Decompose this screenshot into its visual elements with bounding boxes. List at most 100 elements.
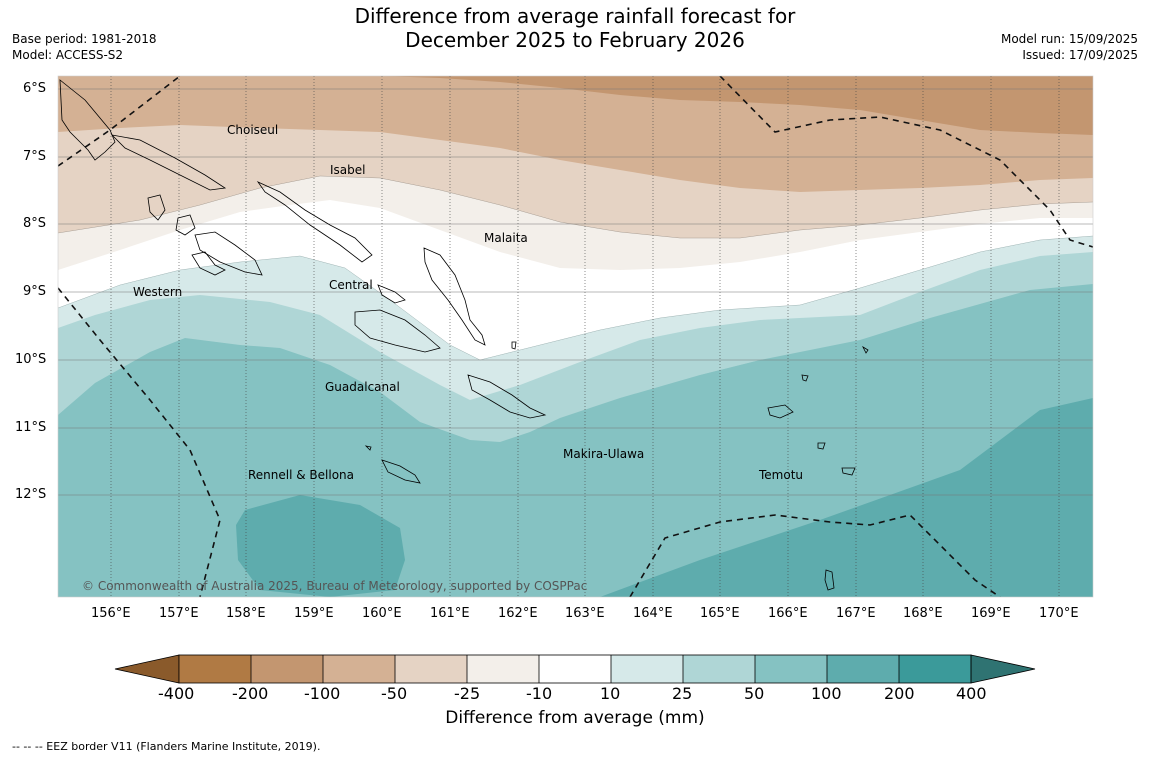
colorbar-bin-10 — [827, 655, 899, 683]
meta-left: Base period: 1981-2018 Model: ACCESS-S2 — [12, 31, 157, 63]
legend-tick-5: -10 — [526, 684, 553, 703]
lon-tick-166e: 166°E — [768, 606, 808, 621]
legend-tick-1: -200 — [232, 684, 269, 703]
lon-tick-168e: 168°E — [903, 606, 943, 621]
lon-tick-159e: 159°E — [294, 606, 334, 621]
forecast-bands — [58, 76, 1093, 597]
lat-tick-7s: 7°S — [23, 149, 47, 164]
colorbar — [114, 654, 1036, 684]
temotu-islet-5 — [862, 345, 869, 354]
lon-tick-170e: 170°E — [1039, 606, 1079, 621]
contour-b — [58, 235, 1093, 361]
lat-tick-6s: 6°S — [23, 81, 47, 96]
lat-tick-8s: 8°S — [23, 216, 47, 231]
western-island-3 — [191, 251, 226, 276]
model-name: Model: ACCESS-S2 — [12, 48, 124, 62]
lon-tick-165e: 165°E — [700, 606, 740, 621]
lat-tick-10s: 10°S — [15, 352, 47, 367]
colorbar-bin-3 — [323, 655, 395, 683]
malaita-island — [423, 247, 486, 346]
lon-tick-169e: 169°E — [971, 606, 1011, 621]
eez-footnote: -- -- -- EEZ border V11 (Flanders Marine… — [12, 740, 321, 753]
model-run: Model run: 15/09/2025 — [1000, 32, 1138, 46]
label-guadalcanal: Guadalcanal — [325, 380, 400, 394]
lon-tick-164e: 164°E — [633, 606, 673, 621]
legend-tick-7: 25 — [672, 684, 693, 703]
temotu-islet-4 — [801, 374, 809, 382]
title-line-1: Difference from average rainfall forecas… — [354, 4, 796, 28]
legend-tick-10: 200 — [884, 684, 915, 703]
lat-tick-11s: 11°S — [15, 420, 47, 435]
temotu-islet-2 — [817, 442, 826, 450]
western-island-1 — [147, 194, 166, 221]
legend-tick-8: 50 — [744, 684, 765, 703]
label-isabel: Isabel — [330, 163, 366, 177]
legend-tick-6: 10 — [600, 684, 621, 703]
latitude-gridlines — [58, 88, 1093, 496]
label-western: Western — [133, 285, 183, 299]
title-line-2: December 2025 to February 2026 — [405, 28, 745, 52]
guadalcanal-island — [354, 309, 441, 353]
label-temotu: Temotu — [759, 468, 804, 482]
lat-tick-9s: 9°S — [23, 284, 47, 299]
legend-tick-0: -400 — [158, 684, 195, 703]
colorbar-frame — [178, 654, 972, 684]
copyright-notice: © Commonwealth of Australia 2025, Bureau… — [82, 579, 588, 593]
isabel-island — [256, 181, 373, 263]
santa-cruz-island — [767, 404, 794, 419]
legend-tick-3: -50 — [381, 684, 408, 703]
lon-tick-156e: 156°E — [91, 606, 131, 621]
lon-tick-161e: 161°E — [430, 606, 470, 621]
western-island-2 — [175, 214, 196, 236]
rennell-island — [381, 459, 421, 484]
florida-islands — [377, 284, 406, 304]
eez-border — [58, 76, 1093, 597]
band-200-400-south — [236, 495, 405, 597]
bellona-island — [364, 445, 372, 451]
colorbar-bin-2 — [251, 655, 323, 683]
legend-tick-4: -25 — [454, 684, 481, 703]
contour-a — [58, 175, 1093, 239]
lat-tick-12s: 12°S — [15, 487, 47, 502]
legend-tick-2: -100 — [304, 684, 341, 703]
temotu-islet-3 — [824, 569, 835, 591]
colorbar-bin-1 — [179, 655, 251, 683]
lon-tick-157e: 157°E — [159, 606, 199, 621]
legend-tick-9: 100 — [811, 684, 842, 703]
colorbar-bin-5 — [467, 655, 539, 683]
colorbar-bin-8 — [683, 655, 755, 683]
legend-title: Difference from average (mm) — [445, 708, 705, 728]
colorbar-dividers — [250, 655, 900, 683]
makira-island — [467, 374, 547, 419]
map-frame — [57, 75, 1094, 598]
label-rennell-bellona: Rennell & Bellona — [248, 468, 355, 482]
colorbar-bin-4 — [395, 655, 467, 683]
colorbar-low-arrow — [114, 654, 180, 684]
colorbar-bin-6 — [539, 655, 611, 683]
legend-tick-11: 400 — [956, 684, 987, 703]
label-choiseul: Choiseul — [227, 123, 279, 137]
colorbar-bin-9 — [755, 655, 827, 683]
meta-right: Model run: 15/09/2025 Issued: 17/09/2025 — [1001, 31, 1138, 63]
label-central: Central — [329, 278, 373, 292]
colorbar-bin-7 — [611, 655, 683, 683]
issued-date: Issued: 17/09/2025 — [1022, 48, 1138, 62]
choiseul-island — [110, 134, 227, 191]
lon-tick-162e: 162°E — [498, 606, 538, 621]
colorbar-bin-11 — [899, 655, 971, 683]
lon-tick-160e: 160°E — [362, 606, 402, 621]
label-malaita: Malaita — [484, 231, 528, 245]
lon-tick-167e: 167°E — [836, 606, 876, 621]
map-title: Difference from average rainfall forecas… — [0, 4, 1150, 52]
band-200-400-east — [600, 398, 1093, 597]
temotu-islet-1 — [841, 467, 856, 476]
label-makira-ulawa: Makira-Ulawa — [563, 447, 645, 461]
base-period: Base period: 1981-2018 — [12, 32, 157, 46]
bougainville-island — [59, 79, 116, 161]
colorbar-high-arrow — [970, 654, 1036, 684]
lon-tick-158e: 158°E — [226, 606, 266, 621]
coastlines — [59, 79, 869, 591]
band-minus-100 — [380, 76, 1093, 135]
ulawa-islet — [511, 341, 517, 350]
